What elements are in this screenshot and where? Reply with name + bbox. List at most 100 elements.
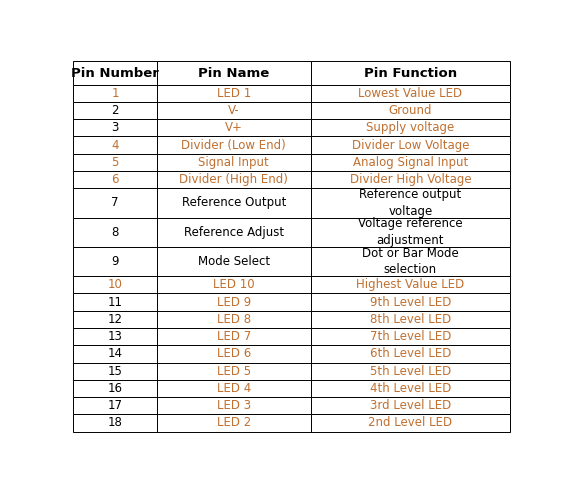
Bar — [157, 154, 311, 171]
Text: 4th Level LED: 4th Level LED — [370, 382, 451, 395]
Text: V-: V- — [228, 104, 240, 117]
Text: LED 4: LED 4 — [217, 382, 251, 395]
Bar — [73, 345, 157, 362]
Text: Ground: Ground — [389, 104, 432, 117]
Text: LED 6: LED 6 — [217, 347, 251, 360]
Text: Signal Input: Signal Input — [198, 156, 269, 169]
Bar — [311, 218, 510, 247]
Bar — [157, 171, 311, 188]
Bar — [311, 276, 510, 294]
Text: LED 9: LED 9 — [217, 296, 251, 309]
Text: 3rd Level LED: 3rd Level LED — [370, 399, 451, 412]
Bar — [311, 414, 510, 431]
Bar — [157, 102, 311, 119]
Text: Voltage reference
adjustment: Voltage reference adjustment — [358, 218, 463, 247]
Bar — [157, 380, 311, 397]
Text: LED 10: LED 10 — [213, 279, 254, 291]
Text: V+: V+ — [225, 121, 243, 134]
Text: 7th Level LED: 7th Level LED — [370, 330, 451, 343]
Text: 2: 2 — [111, 104, 119, 117]
Text: 13: 13 — [107, 330, 123, 343]
Bar — [311, 397, 510, 414]
Text: LED 3: LED 3 — [217, 399, 251, 412]
Bar — [311, 171, 510, 188]
Text: Mode Select: Mode Select — [198, 255, 270, 268]
Text: Reference output
voltage: Reference output voltage — [360, 188, 462, 218]
Text: 16: 16 — [107, 382, 123, 395]
Bar — [73, 85, 157, 102]
Text: LED 7: LED 7 — [217, 330, 251, 343]
Bar — [157, 218, 311, 247]
Bar — [311, 154, 510, 171]
Bar — [73, 328, 157, 345]
Text: Divider High Voltage: Divider High Voltage — [349, 173, 471, 186]
Text: 5th Level LED: 5th Level LED — [370, 365, 451, 377]
Bar — [73, 136, 157, 154]
Bar — [311, 362, 510, 380]
Text: Divider (Low End): Divider (Low End) — [182, 139, 286, 151]
Bar — [311, 345, 510, 362]
Text: 12: 12 — [107, 313, 123, 326]
Bar — [73, 188, 157, 218]
Bar — [311, 380, 510, 397]
Bar — [311, 294, 510, 311]
Text: 11: 11 — [107, 296, 123, 309]
Text: Divider (High End): Divider (High End) — [179, 173, 289, 186]
Text: Pin Name: Pin Name — [198, 67, 269, 79]
Text: 14: 14 — [107, 347, 123, 360]
Text: Pin Number: Pin Number — [71, 67, 159, 79]
Bar — [73, 218, 157, 247]
Bar — [157, 397, 311, 414]
Text: Pin Function: Pin Function — [364, 67, 457, 79]
Text: Divider Low Voltage: Divider Low Voltage — [352, 139, 469, 151]
Text: 18: 18 — [107, 416, 123, 430]
Bar — [157, 362, 311, 380]
Text: Reference Output: Reference Output — [182, 196, 286, 209]
Text: LED 2: LED 2 — [217, 416, 251, 430]
Bar — [73, 154, 157, 171]
Text: 15: 15 — [107, 365, 123, 377]
Bar — [73, 102, 157, 119]
Bar — [157, 188, 311, 218]
Text: 17: 17 — [107, 399, 123, 412]
Text: 7: 7 — [111, 196, 119, 209]
Bar — [311, 328, 510, 345]
Text: Dot or Bar Mode
selection: Dot or Bar Mode selection — [362, 247, 459, 276]
Text: 4: 4 — [111, 139, 119, 151]
Bar — [73, 311, 157, 328]
Bar — [73, 294, 157, 311]
Bar — [157, 61, 311, 85]
Text: 8th Level LED: 8th Level LED — [370, 313, 451, 326]
Bar — [311, 188, 510, 218]
Bar — [73, 362, 157, 380]
Bar — [311, 136, 510, 154]
Bar — [311, 119, 510, 136]
Bar — [157, 247, 311, 276]
Text: 6th Level LED: 6th Level LED — [370, 347, 451, 360]
Bar — [73, 61, 157, 85]
Text: Highest Value LED: Highest Value LED — [356, 279, 465, 291]
Bar — [73, 414, 157, 431]
Text: 1: 1 — [111, 87, 119, 100]
Bar — [157, 136, 311, 154]
Text: Lowest Value LED: Lowest Value LED — [358, 87, 462, 100]
Bar — [311, 61, 510, 85]
Bar — [73, 119, 157, 136]
Bar — [157, 276, 311, 294]
Text: 9: 9 — [111, 255, 119, 268]
Text: 6: 6 — [111, 173, 119, 186]
Bar — [73, 276, 157, 294]
Bar — [157, 311, 311, 328]
Text: 10: 10 — [107, 279, 123, 291]
Bar — [157, 294, 311, 311]
Bar — [311, 102, 510, 119]
Text: LED 5: LED 5 — [217, 365, 251, 377]
Bar — [157, 414, 311, 431]
Bar — [311, 311, 510, 328]
Text: Reference Adjust: Reference Adjust — [184, 226, 284, 239]
Text: 3: 3 — [111, 121, 119, 134]
Bar — [157, 345, 311, 362]
Text: 8: 8 — [111, 226, 119, 239]
Text: 5: 5 — [111, 156, 119, 169]
Bar — [311, 85, 510, 102]
